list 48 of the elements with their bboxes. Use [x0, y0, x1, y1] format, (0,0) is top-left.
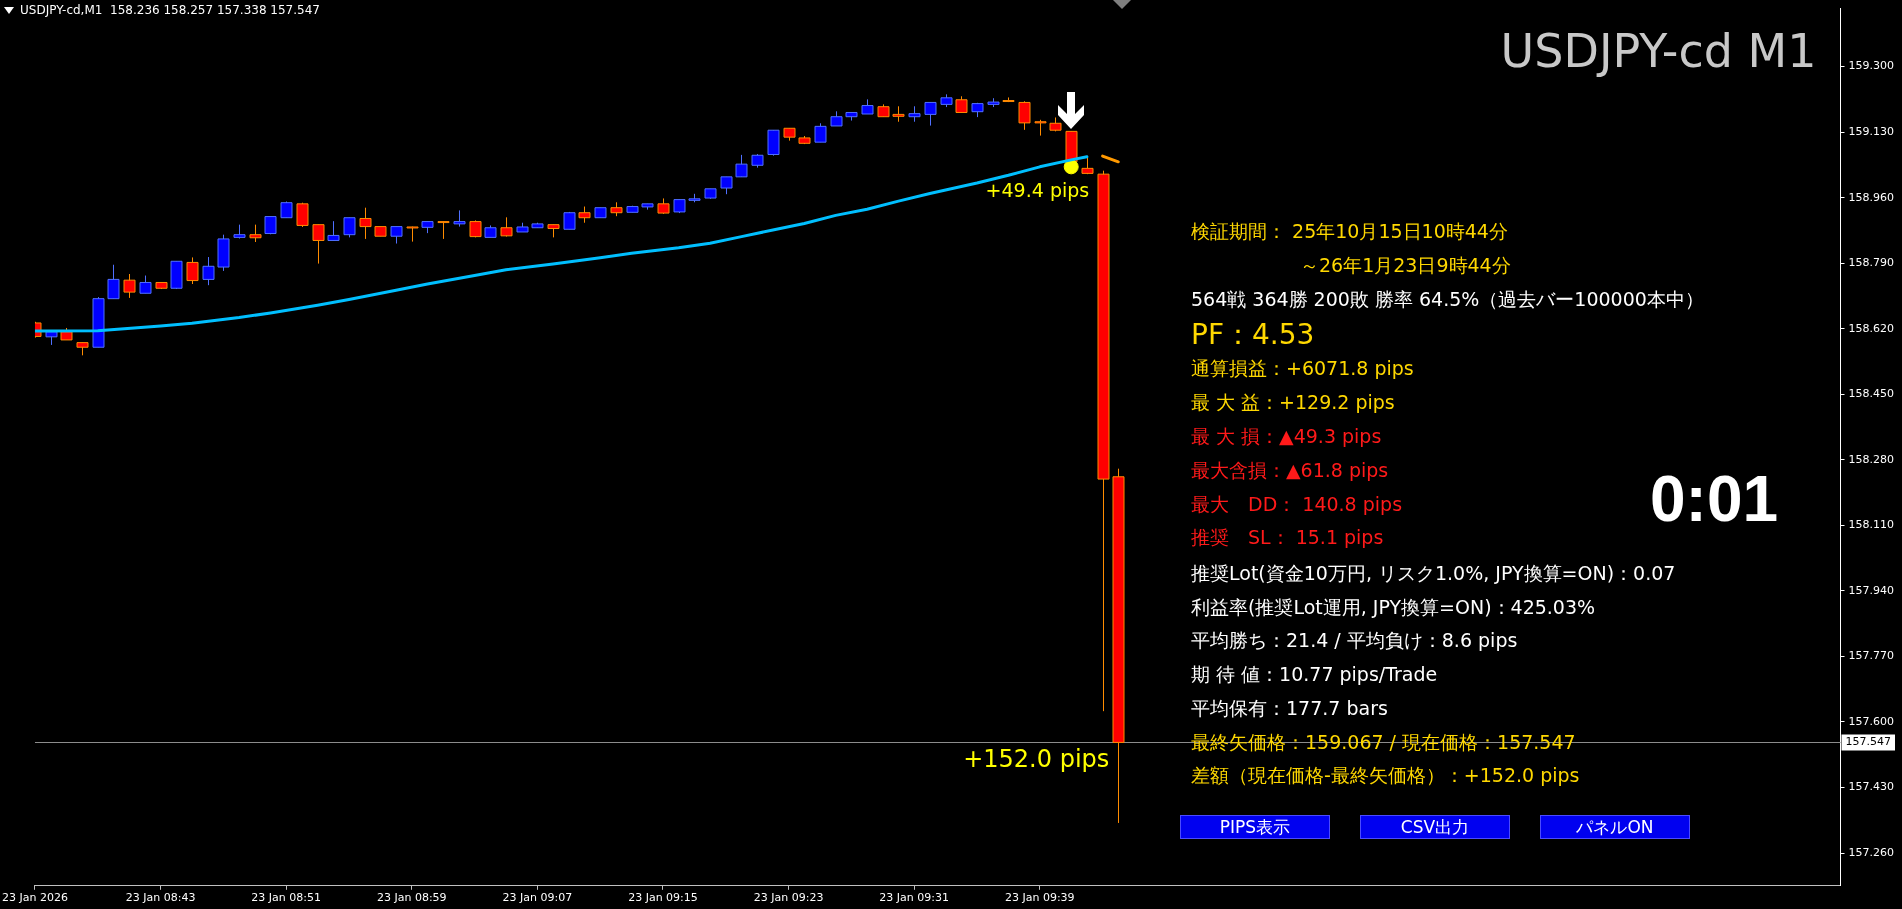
annotation: 平均勝ち：21.4 / 平均負け：8.6 pips	[1191, 628, 1518, 651]
x-tick-label: 23 Jan 2026	[1, 891, 68, 905]
annotation: 差額（現在価格-最終矢価格）：+152.0 pips	[1191, 763, 1580, 786]
annotation: 期 待 値：10.77 pips/Trade	[1191, 662, 1438, 685]
annotation: 最大 DD： 140.8 pips	[1191, 492, 1403, 515]
x-tick-label: 23 Jan 09:31	[879, 891, 950, 905]
y-tick-label: 157.260	[1848, 845, 1895, 859]
y-tick-label: 157.430	[1848, 780, 1895, 794]
annotation: 最大含損：▲61.8 pips	[1191, 458, 1389, 481]
y-tick-label: 158.450	[1848, 387, 1895, 401]
y-tick-label: 159.130	[1848, 124, 1895, 138]
x-tick-label: 23 Jan 08:59	[376, 891, 447, 905]
annotation: 利益率(推奨Lot運用, JPY換算=ON)：425.03%	[1191, 595, 1596, 618]
x-tick-label: 23 Jan 09:39	[1004, 891, 1075, 905]
y-tick-label: 158.790	[1848, 256, 1895, 270]
x-tick-label: 23 Jan 08:51	[251, 891, 321, 905]
y-tick-label: 158.280	[1848, 452, 1895, 466]
annotation: +152.0 pips	[963, 744, 1110, 773]
y-tick-label: 159.300	[1848, 59, 1895, 73]
x-tick-label: 23 Jan 09:15	[628, 891, 698, 905]
y-tick-label: 157.600	[1848, 714, 1895, 728]
x-tick-label: 23 Jan 09:23	[753, 891, 824, 905]
annotation: 0:01	[1650, 462, 1779, 535]
y-tick-label: 157.770	[1848, 649, 1895, 663]
ref-line-label: 157.547	[1845, 735, 1892, 749]
y-tick-label: 157.940	[1848, 583, 1895, 597]
chart-subtitle: USDJPY-cd,M1 158.236 158.257 157.338 157.547	[20, 3, 320, 18]
annotation: +49.4 pips	[985, 178, 1090, 201]
chart-title: USDJPY-cd M1	[1500, 23, 1817, 78]
x-tick-label: 23 Jan 09:07	[502, 891, 573, 905]
annotation: 最終矢価格：159.067 / 現在価格：157.547	[1191, 730, 1576, 753]
y-tick-label: 158.960	[1848, 190, 1895, 204]
annotation: 564戦 364勝 200敗 勝率 64.5%（過去バー100000本中）	[1191, 287, 1704, 310]
annotation: 最 大 益：+129.2 pips	[1191, 390, 1395, 413]
annotation: 推奨 SL： 15.1 pips	[1191, 525, 1384, 548]
annotation: PIPS表示	[1219, 816, 1291, 839]
annotation: PF：4.53	[1191, 318, 1315, 352]
annotation: 最 大 損：▲49.3 pips	[1191, 424, 1382, 447]
annotation: 推奨Lot(資金10万円, リスク1.0%, JPY換算=ON)：0.07	[1191, 561, 1676, 584]
x-tick-label: 23 Jan 08:43	[125, 891, 196, 905]
annotation: CSV出力	[1400, 816, 1470, 839]
annotation: パネルON	[1576, 816, 1654, 839]
y-tick-label: 158.110	[1848, 518, 1895, 532]
y-tick-label: 158.620	[1848, 321, 1895, 335]
annotation: 平均保有：177.7 bars	[1191, 696, 1388, 719]
annotation: ～26年1月23日9時44分	[1300, 253, 1511, 276]
annotation: 検証期間： 25年10月15日10時44分	[1191, 219, 1508, 242]
annotation: 通算損益：+6071.8 pips	[1191, 356, 1414, 379]
